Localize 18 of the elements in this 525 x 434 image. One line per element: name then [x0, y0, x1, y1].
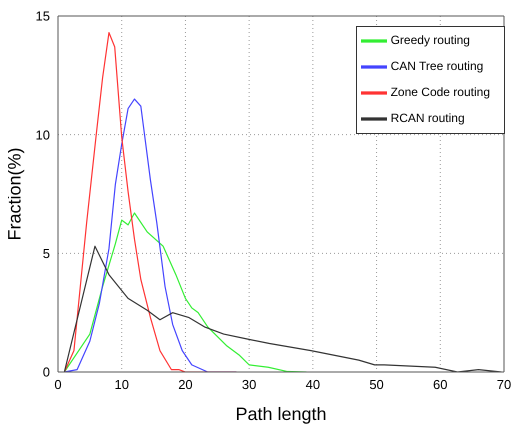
- legend-label: Greedy routing: [390, 33, 470, 48]
- x-tick-label: 60: [433, 377, 448, 392]
- x-tick-label: 30: [242, 377, 256, 392]
- x-tick-label: 40: [306, 377, 320, 392]
- y-tick-label: 0: [42, 364, 50, 380]
- y-tick-label: 15: [36, 8, 50, 24]
- x-tick-label: 10: [114, 377, 129, 392]
- x-axis-title: Path length: [235, 404, 327, 424]
- legend-label: RCAN routing: [390, 111, 465, 126]
- y-tick-label: 5: [42, 246, 50, 261]
- x-tick-label: 0: [54, 377, 62, 392]
- x-tick-label: 70: [496, 377, 512, 392]
- x-tick-label: 50: [369, 377, 384, 392]
- legend-label: CAN Tree routing: [390, 59, 484, 74]
- legend-label: Zone Code routing: [390, 85, 490, 100]
- line-series: [64, 246, 502, 372]
- y-tick-label: 10: [36, 127, 50, 142]
- x-tick-label: 20: [178, 377, 193, 392]
